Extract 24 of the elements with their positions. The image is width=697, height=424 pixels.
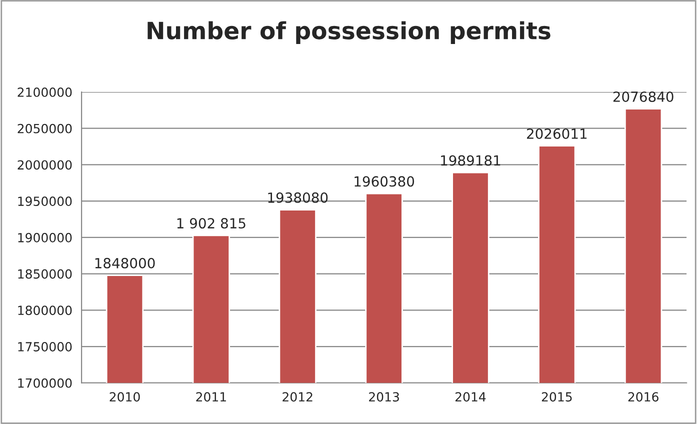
y-tick-label: 2050000 xyxy=(18,124,72,134)
x-tick-label: 2010 xyxy=(110,392,140,402)
x-tick-label: 2012 xyxy=(282,392,312,402)
x-tick-label: 2011 xyxy=(196,392,226,402)
data-label: 1938080 xyxy=(268,192,328,203)
chart-title: Number of possession permits xyxy=(148,21,550,44)
y-tick-label: 1750000 xyxy=(18,342,72,352)
y-tick-label: 1800000 xyxy=(18,306,72,316)
x-tick-label: 2016 xyxy=(628,392,658,402)
data-label: 1848000 xyxy=(95,258,155,268)
data-label: 2026011 xyxy=(526,128,587,139)
y-tick-label: 1950000 xyxy=(18,196,72,206)
x-tick-label: 2015 xyxy=(542,392,572,402)
data-label: 1989181 xyxy=(441,155,500,166)
y-tick-label: 1900000 xyxy=(18,232,72,242)
data-label: 1 902 815 xyxy=(177,218,246,229)
data-label: 2076840 xyxy=(613,91,674,102)
y-tick-label: 1850000 xyxy=(18,269,72,279)
y-tick-label: 2000000 xyxy=(18,160,72,170)
data-label: 1960380 xyxy=(354,176,414,187)
y-tick-label: 1700000 xyxy=(18,378,72,388)
x-tick-label: 2014 xyxy=(455,392,486,402)
y-tick-label: 2100000 xyxy=(18,87,72,97)
x-tick-label: 2013 xyxy=(369,392,399,402)
